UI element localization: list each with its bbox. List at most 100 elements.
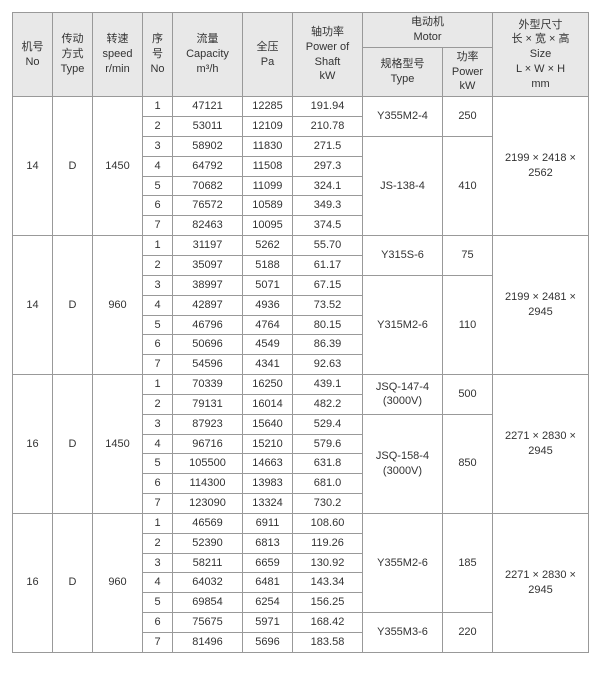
pressure: 5971 [243, 613, 293, 633]
capacity: 52390 [173, 533, 243, 553]
capacity: 96716 [173, 434, 243, 454]
shaft-power: 67.15 [293, 275, 363, 295]
shaft-power: 210.78 [293, 117, 363, 137]
seq-no: 5 [143, 176, 173, 196]
shaft-power: 191.94 [293, 97, 363, 117]
shaft-power: 156.25 [293, 593, 363, 613]
seq-no: 3 [143, 275, 173, 295]
drive-type: D [53, 236, 93, 375]
capacity: 50696 [173, 335, 243, 355]
hdr-speed: 转速speedr/min [93, 13, 143, 97]
shaft-power: 80.15 [293, 315, 363, 335]
capacity: 105500 [173, 454, 243, 474]
shaft-power: 92.63 [293, 355, 363, 375]
shaft-power: 183.58 [293, 633, 363, 653]
pressure: 4549 [243, 335, 293, 355]
seq-no: 1 [143, 236, 173, 256]
machine-no: 14 [13, 236, 53, 375]
pressure: 16014 [243, 394, 293, 414]
pressure: 6481 [243, 573, 293, 593]
size: 2271 × 2830 × 2945 [493, 375, 589, 514]
seq-no: 1 [143, 513, 173, 533]
drive-type: D [53, 375, 93, 514]
pressure: 6813 [243, 533, 293, 553]
speed: 1450 [93, 97, 143, 236]
motor-model: JSQ-158-4 (3000V) [363, 414, 443, 513]
capacity: 38997 [173, 275, 243, 295]
shaft-power: 130.92 [293, 553, 363, 573]
motor-model: Y315M2-6 [363, 275, 443, 374]
hdr-shaft: 轴功率Power ofShaftkW [293, 13, 363, 97]
seq-no: 2 [143, 394, 173, 414]
speed: 960 [93, 513, 143, 652]
shaft-power: 119.26 [293, 533, 363, 553]
pressure: 11099 [243, 176, 293, 196]
capacity: 54596 [173, 355, 243, 375]
seq-no: 3 [143, 414, 173, 434]
shaft-power: 529.4 [293, 414, 363, 434]
shaft-power: 579.6 [293, 434, 363, 454]
pressure: 5696 [243, 633, 293, 653]
seq-no: 6 [143, 196, 173, 216]
seq-no: 2 [143, 117, 173, 137]
seq-no: 7 [143, 633, 173, 653]
shaft-power: 55.70 [293, 236, 363, 256]
seq-no: 4 [143, 573, 173, 593]
shaft-power: 143.34 [293, 573, 363, 593]
pressure: 10095 [243, 216, 293, 236]
pressure: 4936 [243, 295, 293, 315]
seq-no: 3 [143, 136, 173, 156]
pressure: 15640 [243, 414, 293, 434]
shaft-power: 86.39 [293, 335, 363, 355]
motor-model: JSQ-147-4 (3000V) [363, 375, 443, 415]
motor-power: 410 [443, 136, 493, 235]
capacity: 47121 [173, 97, 243, 117]
pressure: 12109 [243, 117, 293, 137]
pressure: 15210 [243, 434, 293, 454]
fan-spec-table: 机号No 传动方式Type 转速speedr/min 序号No 流量Capaci… [12, 12, 589, 653]
machine-no: 16 [13, 375, 53, 514]
capacity: 46796 [173, 315, 243, 335]
shaft-power: 439.1 [293, 375, 363, 395]
seq-no: 1 [143, 97, 173, 117]
hdr-no: 机号No [13, 13, 53, 97]
capacity: 64032 [173, 573, 243, 593]
seq-no: 2 [143, 533, 173, 553]
capacity: 79131 [173, 394, 243, 414]
pressure: 13983 [243, 474, 293, 494]
shaft-power: 108.60 [293, 513, 363, 533]
drive-type: D [53, 97, 93, 236]
pressure: 11830 [243, 136, 293, 156]
motor-power: 185 [443, 513, 493, 612]
shaft-power: 681.0 [293, 474, 363, 494]
hdr-type: 传动方式Type [53, 13, 93, 97]
motor-model: JS-138-4 [363, 136, 443, 235]
hdr-size: 外型尺寸长 × 宽 × 高SizeL × W × Hmm [493, 13, 589, 97]
hdr-motor-model: 规格型号Type [363, 47, 443, 97]
table-row: 16D9601465696911108.60Y355M2-61852271 × … [13, 513, 589, 533]
seq-no: 4 [143, 434, 173, 454]
shaft-power: 730.2 [293, 494, 363, 514]
hdr-capacity: 流量Capacitym³/h [173, 13, 243, 97]
size: 2199 × 2418 × 2562 [493, 97, 589, 236]
speed: 960 [93, 236, 143, 375]
seq-no: 6 [143, 613, 173, 633]
speed: 1450 [93, 375, 143, 514]
shaft-power: 271.5 [293, 136, 363, 156]
size: 2271 × 2830 × 2945 [493, 513, 589, 652]
drive-type: D [53, 513, 93, 652]
pressure: 4341 [243, 355, 293, 375]
capacity: 87923 [173, 414, 243, 434]
capacity: 76572 [173, 196, 243, 216]
shaft-power: 631.8 [293, 454, 363, 474]
table-row: 14D960131197526255.70Y315S-6752199 × 248… [13, 236, 589, 256]
shaft-power: 61.17 [293, 255, 363, 275]
pressure: 6911 [243, 513, 293, 533]
capacity: 114300 [173, 474, 243, 494]
seq-no: 7 [143, 355, 173, 375]
motor-power: 250 [443, 97, 493, 137]
pressure: 6659 [243, 553, 293, 573]
capacity: 75675 [173, 613, 243, 633]
pressure: 11508 [243, 156, 293, 176]
capacity: 81496 [173, 633, 243, 653]
